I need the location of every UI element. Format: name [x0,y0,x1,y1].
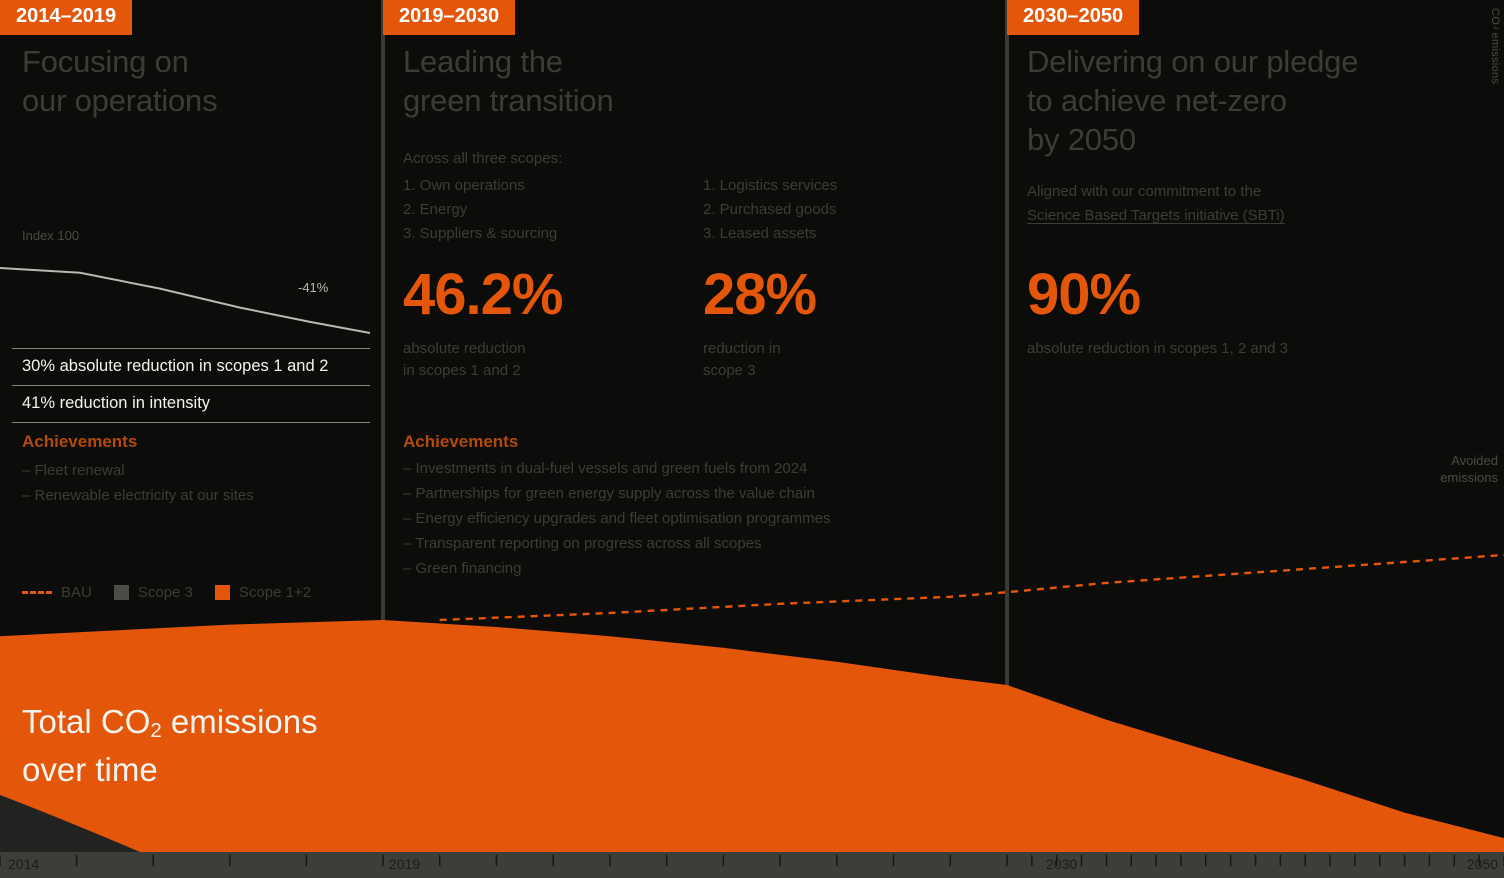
subscript-2: 2 [150,718,162,742]
right-axis-note: CO2 emissions [1489,8,1501,84]
phase1-achievements-title: Achievements [22,432,138,451]
achievement-item: – Fleet renewal [22,462,125,479]
stat-28-caption: reduction in scope 3 [703,338,781,382]
achievement-item: – Energy efficiency upgrades and fleet o… [403,510,831,527]
year-label-2030: 2030 [1046,856,1078,872]
phase3-title-line2: to achieve net-zero [1027,83,1287,118]
stat-46-2-caption: absolute reduction in scopes 1 and 2 [403,338,526,382]
list-item: 3. Leased assets [703,225,817,242]
year-label-2014: 2014 [8,856,40,872]
timeline-axis-bar [0,852,1504,878]
total-emissions-area [0,620,1504,852]
list-item: 3. Suppliers & sourcing [403,225,558,242]
total-emissions-label: Total CO2 emissions over time [22,700,318,791]
column-divider [1005,0,1009,852]
phase2-list-right: 1. Logistics services 2. Purchased goods… [703,174,837,246]
phase1-title-line1: Focusing on [22,44,189,79]
stat-46-2-percent: 46.2% [403,262,563,327]
legend-label-scope3: Scope 3 [137,584,193,601]
stat-row-absolute-reduction: 30% absolute reduction in scopes 1 and 2 [12,348,370,385]
label-text: Total CO [22,703,151,740]
phase1-title: Focusing on our operations [22,42,218,120]
phase2-achievements-title: Achievements [403,432,519,451]
legend-label-bau: BAU [61,584,92,601]
secondary-area [0,795,140,852]
list-item: 2. Energy [403,201,468,218]
achievement-item: – Green financing [403,560,522,577]
phase2-intro: Across all three scopes: [403,150,563,167]
caption-line: reduction in [703,340,781,357]
avoided-emissions-label: Avoided emissions [1440,452,1498,486]
bau-dashed-line [439,553,1504,622]
avoided-line1: Avoided [1451,453,1498,468]
list-item: 2. Purchased goods [703,201,837,218]
phase2-title: Leading the green transition [403,42,614,120]
phase1-badge: 2014–2019 [0,0,133,35]
phase1-stat-table: 30% absolute reduction in scopes 1 and 2… [12,348,370,423]
phase3-title-line3: by 2050 [1027,122,1136,157]
phase1-title-line2: our operations [22,83,218,118]
stat-row-intensity-reduction: 41% reduction in intensity [12,385,370,422]
phase3-title-line1: Delivering on our pledge [1027,44,1359,79]
column-divider [381,0,385,852]
note-text: emissions [1489,29,1501,85]
phase2-achievements-list: – Investments in dual-fuel vessels and g… [403,456,830,581]
total-emissions-label-line2: over time [22,751,158,788]
phase3-note: Aligned with our commitment to the Scien… [1027,180,1285,228]
phase1-achievements-list: – Fleet renewal – Renewable electricity … [22,458,254,508]
intensity-line [0,267,371,334]
mini-chart-start-label: Index 100 [22,228,80,243]
list-item: 1. Own operations [403,177,525,194]
achievement-item: – Investments in dual-fuel vessels and g… [403,460,808,477]
subscript-2: 2 [1492,26,1499,31]
note-line: Aligned with our commitment to the [1027,183,1262,200]
legend-label-scope12: Scope 1+2 [238,584,312,601]
gray-square-swatch-icon [113,585,129,600]
year-label-2019: 2019 [389,856,421,872]
label-text: emissions [161,703,318,740]
caption-line: scope 3 [703,362,756,379]
caption-line: in scopes 1 and 2 [403,362,521,379]
stat-28-percent: 28% [703,262,817,327]
phase2-list-left: 1. Own operations 2. Energy 3. Suppliers… [403,174,557,246]
phase3-badge: 2030–2050 [1007,0,1140,35]
phase2-title-line1: Leading the [403,44,563,79]
mini-chart-end-label: -41% [298,280,329,295]
phase2-badge: 2019–2030 [383,0,516,35]
caption-line: absolute reduction [403,340,526,357]
achievement-item: – Renewable electricity at our sites [22,487,254,504]
year-label-2050: 2050 [1466,856,1498,872]
caption-line: absolute reduction in scopes 1, 2 and 3 [1027,340,1289,357]
legend-item-scope12: Scope 1+2 [214,584,312,601]
dashed-line-swatch-icon [22,591,52,594]
orange-square-swatch-icon [214,585,230,600]
achievement-item: – Partnerships for green energy supply a… [403,485,815,502]
phase2-title-line2: green transition [403,83,614,118]
stat-90-percent: 90% [1027,262,1141,327]
sbti-link[interactable]: Science Based Targets initiative (SBTi) [1027,207,1285,224]
avoided-line2: emissions [1440,470,1498,485]
phase3-title: Delivering on our pledge to achieve net-… [1027,42,1358,159]
list-item: 1. Logistics services [703,177,838,194]
note-text: CO [1489,8,1501,26]
year-ticks [0,855,1504,866]
stat-90-caption: absolute reduction in scopes 1, 2 and 3 [1027,338,1288,360]
legend-item-scope3: Scope 3 [113,584,193,601]
legend-item-bau: BAU [22,584,92,601]
chart-legend: BAU Scope 3 Scope 1+2 [22,584,311,601]
achievement-item: – Transparent reporting on progress acro… [403,535,762,552]
total-emissions-label-line1: Total CO2 emissions [22,700,318,748]
